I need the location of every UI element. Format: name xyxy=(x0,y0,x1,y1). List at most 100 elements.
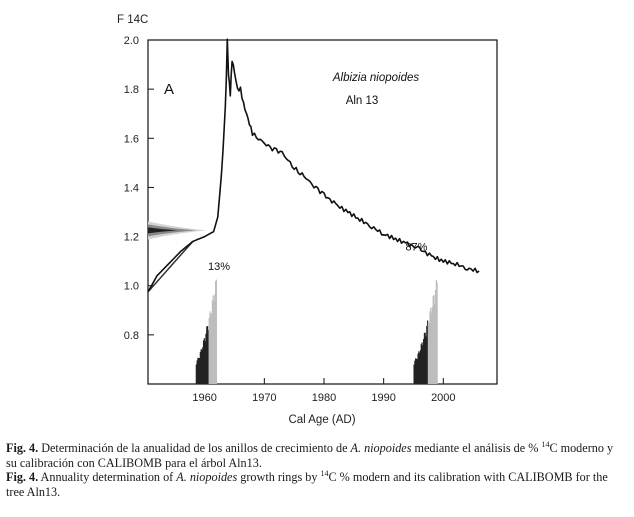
histogram-bar xyxy=(414,360,416,384)
histogram-bar xyxy=(434,303,436,384)
x-tick-label: 1960 xyxy=(192,392,216,404)
histogram-bar xyxy=(215,281,217,384)
caption-en: Fig. 4. Annuality determination of A. ni… xyxy=(6,468,624,499)
y-axis-label: F 14C xyxy=(117,14,148,26)
x-tick-label: 1980 xyxy=(312,392,336,404)
caption-es: Fig. 4. Determinación de la anualidad de… xyxy=(6,439,624,470)
histogram-bar xyxy=(434,289,437,384)
histogram-bar xyxy=(206,326,209,384)
histogram-bar xyxy=(212,295,214,384)
histogram-bar xyxy=(210,313,212,384)
histogram-bar xyxy=(436,282,438,384)
histogram-bar xyxy=(202,340,205,384)
histogram-bar xyxy=(420,344,422,384)
histogram-13 xyxy=(195,279,218,384)
histogram-bar xyxy=(206,326,208,384)
histogram-bar xyxy=(424,332,426,384)
histogram-bar xyxy=(210,313,213,384)
input-connector-line xyxy=(147,240,194,293)
caption-en-fig: Fig. 4. xyxy=(6,470,39,484)
plot-frame xyxy=(147,39,498,385)
y-tick-label: 2.0 xyxy=(124,35,139,47)
histogram-bar xyxy=(421,342,423,384)
histogram-bar xyxy=(433,294,435,384)
histogram-bar xyxy=(204,341,206,384)
caption-en-mid: growth rings by xyxy=(237,470,321,484)
histogram-bar xyxy=(415,358,417,384)
y-tick-label: 1.4 xyxy=(124,182,139,194)
histogram-bar xyxy=(423,332,426,384)
caption-en-sup: 14 xyxy=(320,468,329,478)
caption-es-post: C moderno y su calibración con CALIBOMB … xyxy=(6,441,614,470)
x-axis: 1960 1970 1980 1990 2000 xyxy=(192,378,456,404)
input-distribution xyxy=(148,221,206,240)
histogram-bar xyxy=(213,301,215,384)
y-tick-label: 1.0 xyxy=(124,281,139,293)
histogram-bar xyxy=(215,279,218,384)
histogram-bar xyxy=(417,353,419,384)
histogram-bar xyxy=(427,322,429,384)
histogram-bar xyxy=(195,364,197,384)
caption-es-pre: Determinación de la anualidad de los ani… xyxy=(38,441,351,455)
figure-captions: Fig. 4. Determinación de la anualidad de… xyxy=(6,439,624,499)
histogram-bar xyxy=(208,317,210,384)
x-axis-label: Cal Age (AD) xyxy=(288,414,355,426)
panel-label: A xyxy=(164,81,174,98)
chart: 0.8 1.0 1.2 1.4 1.6 1.8 2.0 1960 1970 1980 1990 20… xyxy=(117,14,498,426)
histogram-bar xyxy=(214,294,216,384)
histogram-bar xyxy=(196,360,198,384)
caption-en-pre: Annuality determination of xyxy=(38,470,177,484)
histogram-bar xyxy=(198,357,201,384)
annotation-87: 87% xyxy=(405,241,427,253)
tree-label: Aln 13 xyxy=(346,95,379,107)
histogram-bar xyxy=(198,358,200,384)
series-line xyxy=(147,38,480,293)
x-tick-label: 1990 xyxy=(371,392,395,404)
histogram-bar xyxy=(435,280,437,384)
histogram-bar xyxy=(416,359,418,384)
caption-en-post: C % modern and its calibration with CALI… xyxy=(6,470,608,499)
species-label: Albizia niopoides xyxy=(332,72,420,84)
caption-en-species: A. niopoides xyxy=(176,470,238,484)
histogram-bar xyxy=(419,352,421,384)
histogram-bar xyxy=(202,347,204,384)
histogram-bar xyxy=(419,350,422,384)
histogram-bar xyxy=(431,307,433,384)
y-tick-label: 1.2 xyxy=(124,232,139,244)
histogram-bar xyxy=(201,350,203,384)
histogram-bar xyxy=(413,364,415,384)
histogram-bar xyxy=(422,345,424,384)
annotation-13: 13% xyxy=(208,261,230,273)
histogram-bar xyxy=(207,330,209,384)
y-axis: 0.8 1.0 1.2 1.4 1.6 1.8 2.0 xyxy=(124,35,154,342)
histogram-bar xyxy=(199,352,201,384)
y-tick-label: 0.8 xyxy=(124,330,139,342)
histogram-bar xyxy=(426,325,428,384)
histogram-bar xyxy=(430,307,432,384)
caption-es-fig: Fig. 4. xyxy=(6,441,39,455)
histogram-bar xyxy=(418,351,420,384)
histogram-bar xyxy=(430,312,433,384)
histogram-bar xyxy=(197,357,199,384)
caption-es-sup: 14 xyxy=(541,439,550,449)
x-tick-label: 2000 xyxy=(431,392,455,404)
caption-es-mid: mediante el análisis de % xyxy=(411,441,542,455)
y-tick-label: 1.6 xyxy=(124,133,139,145)
histogram-bar xyxy=(200,349,202,384)
histogram-bar xyxy=(203,338,205,384)
input-distribution-band xyxy=(148,227,178,234)
histogram-bar xyxy=(415,358,418,384)
histogram-bar xyxy=(425,336,427,384)
histogram-bar xyxy=(429,311,431,384)
caption-es-species: A. niopoides xyxy=(350,441,412,455)
histogram-bar xyxy=(211,300,213,384)
x-tick-label: 1970 xyxy=(252,392,276,404)
y-tick-label: 1.8 xyxy=(124,84,139,96)
histogram-bar xyxy=(205,333,207,384)
histogram-bar xyxy=(423,339,425,384)
histogram-bar xyxy=(428,322,430,384)
histogram-bar xyxy=(427,320,429,384)
histogram-bar xyxy=(432,295,434,384)
histogram-bar xyxy=(209,311,211,384)
histogram-87 xyxy=(413,280,438,384)
